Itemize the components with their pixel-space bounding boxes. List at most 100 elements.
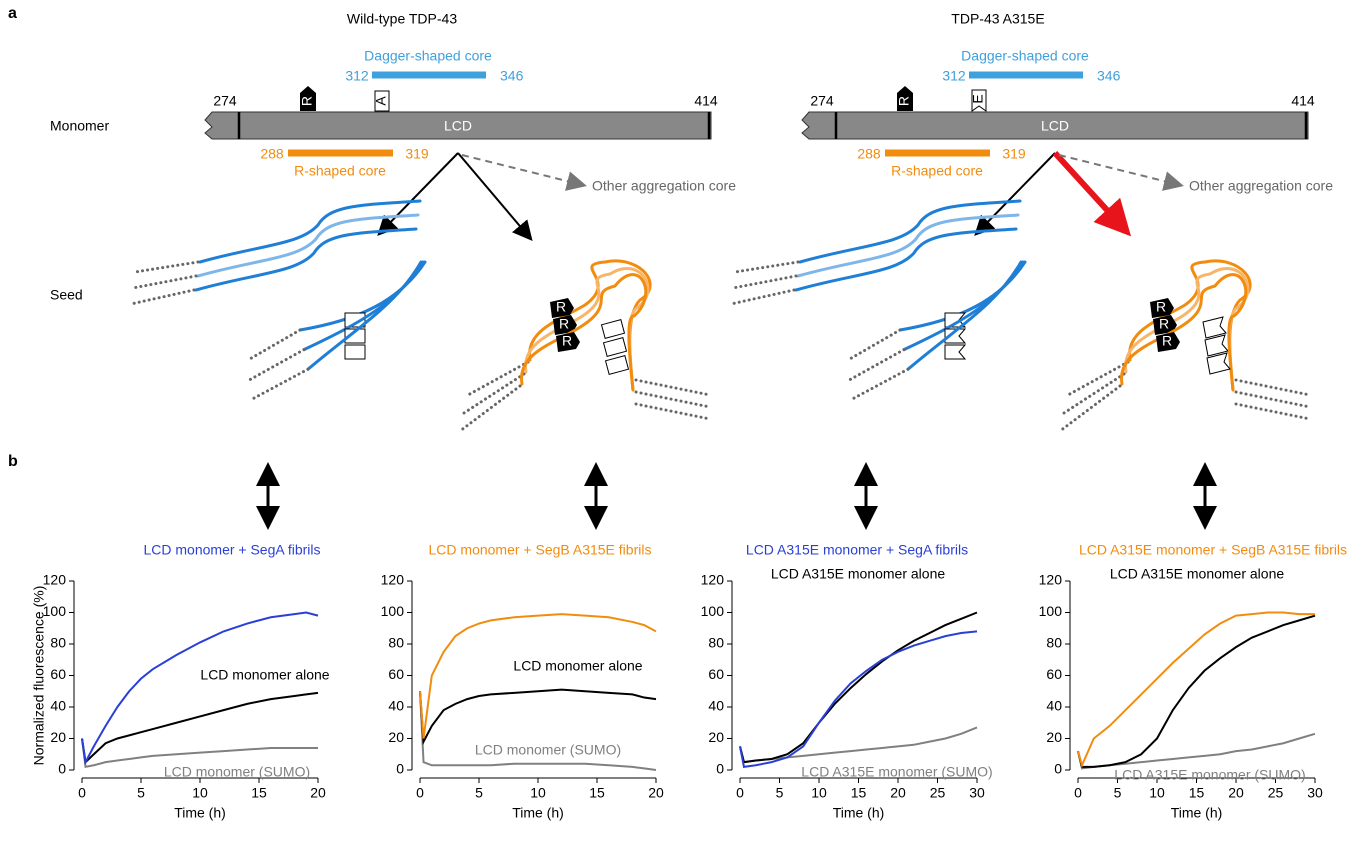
row-label: Monomer: [50, 118, 109, 134]
residue-number: 274: [810, 93, 834, 109]
mut-monomer: TDP-43 A315E Dagger-shaped core 312 346 …: [802, 11, 1333, 233]
arrow: [380, 153, 458, 233]
y-tick-label: 20: [708, 729, 724, 745]
row-label: Seed: [50, 287, 83, 303]
series-label: LCD monomer (SUMO): [164, 764, 310, 780]
tail: [464, 374, 524, 413]
x-axis-label: Time (h): [174, 805, 226, 821]
x-tick-label: 0: [416, 785, 424, 801]
x-tick-label: 0: [1074, 785, 1082, 801]
y-tick-label: 60: [388, 666, 404, 682]
arrow: [1055, 153, 1127, 232]
y-tick-label: 120: [701, 572, 725, 588]
series-label: LCD A315E monomer alone: [1110, 566, 1285, 582]
tail: [850, 350, 904, 380]
strand: [196, 229, 416, 290]
x-tick-label: 20: [890, 785, 906, 801]
x-tick-label: 20: [1228, 785, 1244, 801]
x-tick-label: 5: [137, 785, 145, 801]
core-label: Dagger-shaped core: [961, 48, 1089, 64]
y-axis-label: Normalized fluorescence (%): [31, 586, 47, 766]
core-label: R-shaped core: [891, 163, 983, 179]
residue: R: [559, 316, 569, 332]
series-label: LCD monomer alone: [200, 667, 329, 683]
tail: [1236, 380, 1310, 395]
x-tick-label: 5: [475, 785, 483, 801]
y-tick-label: 80: [50, 635, 66, 651]
y-tick-label: 20: [388, 729, 404, 745]
y-tick-label: 0: [396, 761, 404, 777]
construct-title: TDP-43 A315E: [951, 11, 1044, 27]
x-tick-label: 10: [192, 785, 208, 801]
tail: [135, 262, 198, 272]
residue: R: [1162, 333, 1172, 349]
chart-title: LCD monomer + SegA fibrils: [143, 542, 320, 558]
x-tick-label: 0: [736, 785, 744, 801]
series-line: [1078, 613, 1315, 766]
y-tick-label: 20: [1046, 729, 1062, 745]
y-tick-label: 0: [1054, 761, 1062, 777]
x-tick-label: 10: [811, 785, 827, 801]
tail: [848, 330, 900, 360]
y-tick-label: 80: [708, 635, 724, 651]
residue: R: [896, 96, 912, 106]
x-tick-label: 20: [310, 785, 326, 801]
residue-marker: [606, 356, 629, 375]
series-line: [1078, 734, 1315, 769]
x-tick-label: 10: [530, 785, 546, 801]
chart-title: LCD monomer + SegB A315E fibrils: [429, 542, 652, 558]
y-tick-label: 100: [701, 603, 725, 619]
tail: [1236, 392, 1310, 407]
x-tick-label: 5: [1114, 785, 1122, 801]
x-tick-label: 5: [776, 785, 784, 801]
y-tick-label: 40: [708, 698, 724, 714]
x-tick-label: 25: [1268, 785, 1284, 801]
x-tick-label: 15: [589, 785, 605, 801]
series-label: LCD A315E monomer (SUMO): [1114, 767, 1305, 783]
tail: [735, 262, 798, 272]
y-tick-label: 80: [388, 635, 404, 651]
residue: R: [299, 96, 315, 106]
other-core: Other aggregation core: [592, 178, 736, 194]
x-tick-label: 15: [851, 785, 867, 801]
residue: R: [1159, 316, 1169, 332]
x-tick-label: 30: [1307, 785, 1323, 801]
x-tick-label: 15: [251, 785, 267, 801]
residue-marker: [604, 338, 627, 357]
domain-label: LCD: [1041, 118, 1069, 134]
series-label: LCD A315E monomer alone: [771, 566, 946, 582]
tail: [636, 380, 710, 395]
tail: [131, 290, 194, 304]
residue-number: 288: [857, 146, 881, 162]
tail: [733, 276, 796, 288]
tail: [248, 330, 300, 360]
figure: a b Monomer Seed Wild-type TDP-43 Dagger…: [0, 0, 1372, 841]
tail: [250, 350, 304, 380]
series-line: [420, 690, 656, 742]
y-tick-label: 100: [1039, 603, 1063, 619]
domain-label: LCD: [444, 118, 472, 134]
residue: A: [373, 96, 389, 106]
residue-number: 346: [500, 68, 524, 84]
residue-number: 312: [345, 68, 369, 84]
x-tick-label: 0: [78, 785, 86, 801]
seeds: AAARARARAEEERERERE: [131, 201, 1310, 431]
wt-monomer: Wild-type TDP-43 Dagger-shaped core 312 …: [205, 11, 736, 238]
residue-marker: [602, 320, 625, 339]
x-tick-label: 30: [969, 785, 985, 801]
residue: R: [556, 299, 566, 315]
residue-marker: [345, 345, 365, 359]
chart-title: LCD A315E monomer + SegB A315E fibrils: [1079, 542, 1347, 558]
residue-number: 319: [1002, 146, 1026, 162]
strand: [796, 229, 1016, 290]
y-tick-label: 60: [50, 666, 66, 682]
residue-number: 414: [1291, 93, 1315, 109]
y-tick-label: 60: [708, 666, 724, 682]
residue-marker: [1207, 353, 1230, 374]
residue-number: 274: [213, 93, 237, 109]
x-tick-label: 25: [930, 785, 946, 801]
series-label: LCD A315E monomer (SUMO): [801, 764, 992, 780]
x-axis-label: Time (h): [833, 805, 885, 821]
residue-marker: [1203, 317, 1226, 338]
core-label: Dagger-shaped core: [364, 48, 492, 64]
